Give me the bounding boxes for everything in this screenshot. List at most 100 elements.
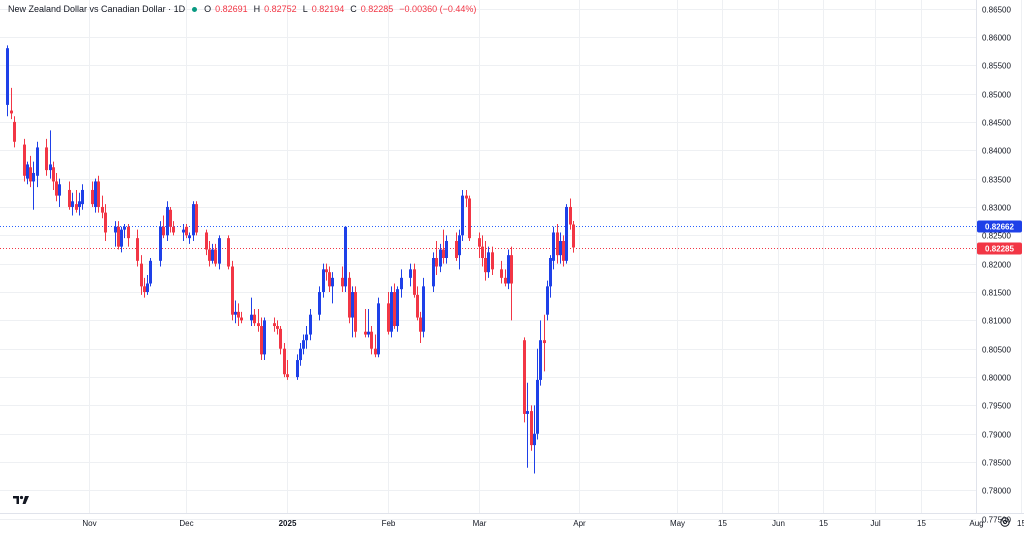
candle	[556, 223, 559, 264]
current-close-tag	[977, 242, 1022, 255]
candle-body	[71, 201, 74, 207]
candle-body	[442, 249, 445, 258]
candle	[484, 240, 487, 281]
candle-body	[263, 320, 266, 355]
candle	[481, 235, 484, 267]
candle-body	[400, 277, 403, 290]
candle	[478, 232, 481, 258]
candle	[536, 348, 539, 440]
candle	[91, 181, 94, 207]
candle	[114, 221, 117, 247]
candle-body	[55, 181, 58, 196]
candle-body	[208, 249, 211, 261]
high-value: 0.82752	[264, 4, 297, 14]
candle-body	[188, 235, 191, 239]
candle-body	[185, 226, 188, 236]
settings-gear-icon[interactable]	[998, 515, 1012, 529]
candle-body	[114, 226, 117, 233]
candle	[29, 155, 32, 188]
candle	[341, 266, 344, 293]
candle	[468, 195, 471, 241]
candle	[367, 309, 370, 338]
candle	[552, 226, 555, 270]
candle-body	[286, 374, 289, 378]
candle-body	[211, 249, 214, 261]
candle-body	[237, 311, 240, 318]
candle	[559, 232, 562, 264]
candle-body	[487, 252, 490, 273]
candle	[231, 260, 234, 321]
candle-body	[159, 226, 162, 261]
candle	[543, 314, 546, 372]
price-tick-label: 0.82000	[982, 261, 1011, 270]
candle	[6, 45, 9, 117]
candle	[140, 255, 143, 295]
candle-body	[205, 232, 208, 250]
candle	[263, 317, 266, 361]
tradingview-logo-icon[interactable]	[10, 492, 32, 508]
candle-body	[364, 331, 367, 335]
candle	[120, 226, 123, 253]
candle-body	[543, 340, 546, 344]
candle-body	[484, 257, 487, 273]
candle	[286, 360, 289, 380]
candle	[302, 334, 305, 355]
candle	[387, 292, 390, 335]
time-tick-label: Feb	[382, 519, 396, 528]
price-tick-label: 0.78500	[982, 459, 1011, 468]
candle	[526, 382, 529, 468]
candle-body	[58, 184, 61, 196]
candle-body	[273, 323, 276, 327]
candle-body	[283, 348, 286, 375]
candle	[250, 297, 253, 327]
candle-body	[13, 121, 16, 142]
candle	[237, 303, 240, 327]
candle	[257, 309, 260, 332]
previous-close-tag-label: 0.82662	[985, 223, 1014, 232]
candle	[75, 189, 78, 213]
candle-body	[260, 326, 263, 355]
candle	[23, 138, 26, 182]
candle	[419, 311, 422, 344]
candle-body	[504, 277, 507, 284]
candle	[81, 184, 84, 210]
candle	[182, 223, 185, 241]
candle-body	[539, 340, 542, 380]
candle-body	[94, 181, 97, 207]
candle	[26, 161, 29, 185]
candle-body	[10, 110, 13, 114]
candle	[500, 260, 503, 284]
candle-body	[140, 263, 143, 287]
candle-body	[370, 331, 373, 349]
candle	[32, 161, 35, 210]
market-status-dot	[192, 7, 198, 12]
candle-body	[569, 206, 572, 225]
candle-body	[52, 167, 55, 182]
time-tick-label: Nov	[82, 519, 96, 528]
candle	[565, 204, 568, 264]
price-tick-label: 0.85500	[982, 62, 1011, 71]
candle-body	[29, 167, 32, 182]
candle	[413, 263, 416, 298]
candle	[396, 286, 399, 332]
candle	[299, 343, 302, 366]
candle	[549, 255, 552, 298]
candle-body	[253, 314, 256, 324]
vertical-grid	[89, 0, 1022, 513]
price-tick-label: 0.78000	[982, 487, 1011, 496]
candle	[260, 317, 263, 361]
candle-body	[409, 269, 412, 278]
candle	[276, 320, 279, 335]
candle	[416, 286, 419, 321]
candle-body	[305, 334, 308, 341]
candle-body	[68, 189, 71, 207]
time-tick-label: 2025	[279, 519, 297, 528]
previous-close-tag	[977, 220, 1022, 233]
candle-body	[461, 195, 464, 236]
symbol-title[interactable]: New Zealand Dollar vs Canadian Dollar · …	[8, 4, 186, 14]
candle-body	[393, 292, 396, 327]
time-tick-label: Apr	[573, 519, 586, 528]
candle-body	[478, 238, 481, 247]
